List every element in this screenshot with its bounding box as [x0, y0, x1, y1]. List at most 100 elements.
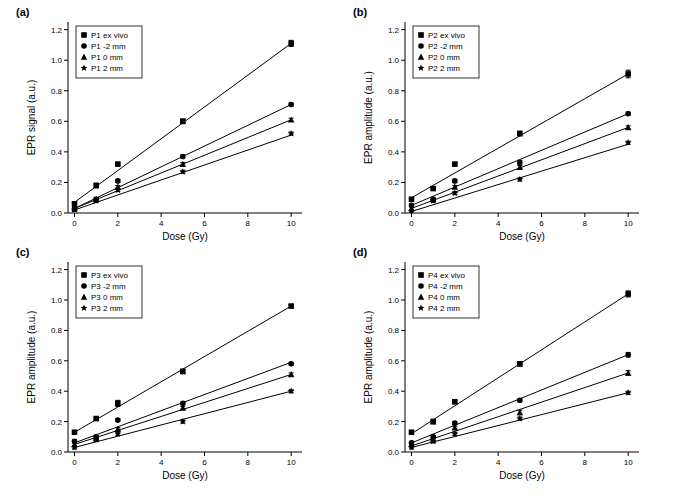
- error-cap: [626, 77, 631, 78]
- y-tick-label: 0.2: [51, 418, 63, 427]
- x-tick-label: 6: [202, 219, 207, 228]
- x-tick: [291, 452, 292, 456]
- data-point: [517, 131, 523, 137]
- x-axis-label: Dose (Gy): [162, 231, 208, 242]
- legend-label: P2 2 mm: [428, 64, 460, 73]
- x-axis: [405, 452, 639, 453]
- y-tick-label: 0.8: [388, 87, 400, 96]
- y-tick-label: 1.2: [51, 266, 63, 275]
- fit-line: [412, 114, 629, 206]
- legend-marker: [418, 283, 424, 289]
- data-point: [71, 444, 78, 451]
- legend-marker: [418, 294, 424, 300]
- data-point: [409, 429, 415, 435]
- y-tick-label: 1.0: [51, 296, 63, 305]
- data-point: [180, 369, 186, 375]
- data-point: [115, 178, 121, 184]
- plot-area: [71, 40, 295, 213]
- legend-marker: [418, 304, 425, 311]
- y-tick: [64, 151, 68, 152]
- y-tick: [64, 182, 68, 183]
- fit-line: [75, 120, 292, 209]
- data-point: [288, 41, 294, 47]
- data-point: [625, 370, 631, 376]
- x-tick-label: 2: [116, 458, 121, 467]
- legend-box: [413, 26, 479, 78]
- legend-box: [76, 26, 142, 78]
- x-tick-label: 0: [72, 458, 77, 467]
- data-point: [516, 415, 523, 422]
- y-axis-label: EPR amplitude (a.u.): [26, 311, 37, 404]
- background: [0, 0, 685, 497]
- data-point: [430, 419, 436, 425]
- y-tick-label: 0.2: [388, 418, 400, 427]
- fit-line: [75, 362, 292, 443]
- x-tick: [291, 213, 292, 217]
- y-tick: [401, 360, 405, 361]
- x-tick: [204, 213, 205, 217]
- fit-line: [75, 105, 292, 209]
- x-tick-label: 8: [246, 219, 251, 228]
- x-tick-label: 8: [246, 458, 251, 467]
- x-tick: [454, 213, 455, 217]
- data-point: [625, 139, 632, 146]
- data-point: [517, 164, 523, 170]
- y-tick-label: 0.4: [51, 148, 63, 157]
- data-point: [180, 405, 186, 411]
- legend-marker: [81, 294, 87, 300]
- legend-label: P3 ex vivo: [91, 271, 128, 280]
- y-tick: [401, 60, 405, 61]
- y-tick-label: 0.6: [51, 117, 63, 126]
- legend-marker: [81, 32, 87, 38]
- x-tick: [628, 452, 629, 456]
- x-tick: [117, 452, 118, 456]
- x-tick-label: 8: [583, 219, 588, 228]
- data-point: [71, 206, 78, 213]
- legend-marker: [81, 54, 87, 60]
- data-point: [179, 168, 186, 175]
- data-point: [625, 71, 631, 77]
- y-axis: [405, 262, 406, 452]
- legend-marker: [81, 43, 87, 49]
- x-tick: [411, 213, 412, 217]
- error-bar: [626, 352, 631, 357]
- data-point: [288, 102, 294, 108]
- legend-marker: [81, 272, 87, 278]
- x-tick-label: 4: [159, 219, 164, 228]
- y-tick: [401, 300, 405, 301]
- panel: (b)02468100.00.20.40.60.81.01.2Dose (Gy)…: [353, 6, 639, 242]
- legend-marker: [418, 272, 424, 278]
- y-tick-label: 0.2: [388, 178, 400, 187]
- error-bar: [626, 291, 631, 297]
- y-tick: [401, 421, 405, 422]
- data-point: [516, 176, 523, 183]
- x-tick-label: 10: [624, 219, 633, 228]
- data-point: [517, 409, 523, 415]
- y-tick-label: 0.8: [388, 326, 400, 335]
- data-point: [625, 352, 631, 358]
- y-tick: [64, 121, 68, 122]
- y-tick-label: 1.0: [388, 296, 400, 305]
- legend: P1 ex vivoP1 -2 mmP1 0 mmP1 2 mm: [76, 26, 142, 78]
- legend-label: P3 2 mm: [91, 304, 123, 313]
- y-tick: [401, 330, 405, 331]
- y-tick: [64, 360, 68, 361]
- legend-label: P2 ex vivo: [428, 31, 465, 40]
- legend-label: P4 2 mm: [428, 304, 460, 313]
- data-point: [180, 161, 186, 167]
- x-tick-label: 2: [453, 219, 458, 228]
- panel: (c)02468100.00.20.40.60.81.01.2Dose (Gy)…: [16, 246, 302, 481]
- data-point: [288, 361, 294, 367]
- data-point: [430, 197, 437, 204]
- y-tick: [64, 391, 68, 392]
- fit-line: [412, 144, 629, 211]
- x-axis-label: Dose (Gy): [499, 470, 545, 481]
- x-tick: [584, 452, 585, 456]
- y-tick-label: 1.2: [388, 26, 400, 35]
- y-tick-label: 0.8: [51, 87, 63, 96]
- legend: P2 ex vivoP2 -2 mmP2 0 mmP2 2 mm: [413, 26, 479, 78]
- legend-label: P4 0 mm: [428, 293, 460, 302]
- x-tick-label: 2: [453, 458, 458, 467]
- panel-title: (c): [16, 246, 30, 258]
- data-point: [115, 417, 121, 423]
